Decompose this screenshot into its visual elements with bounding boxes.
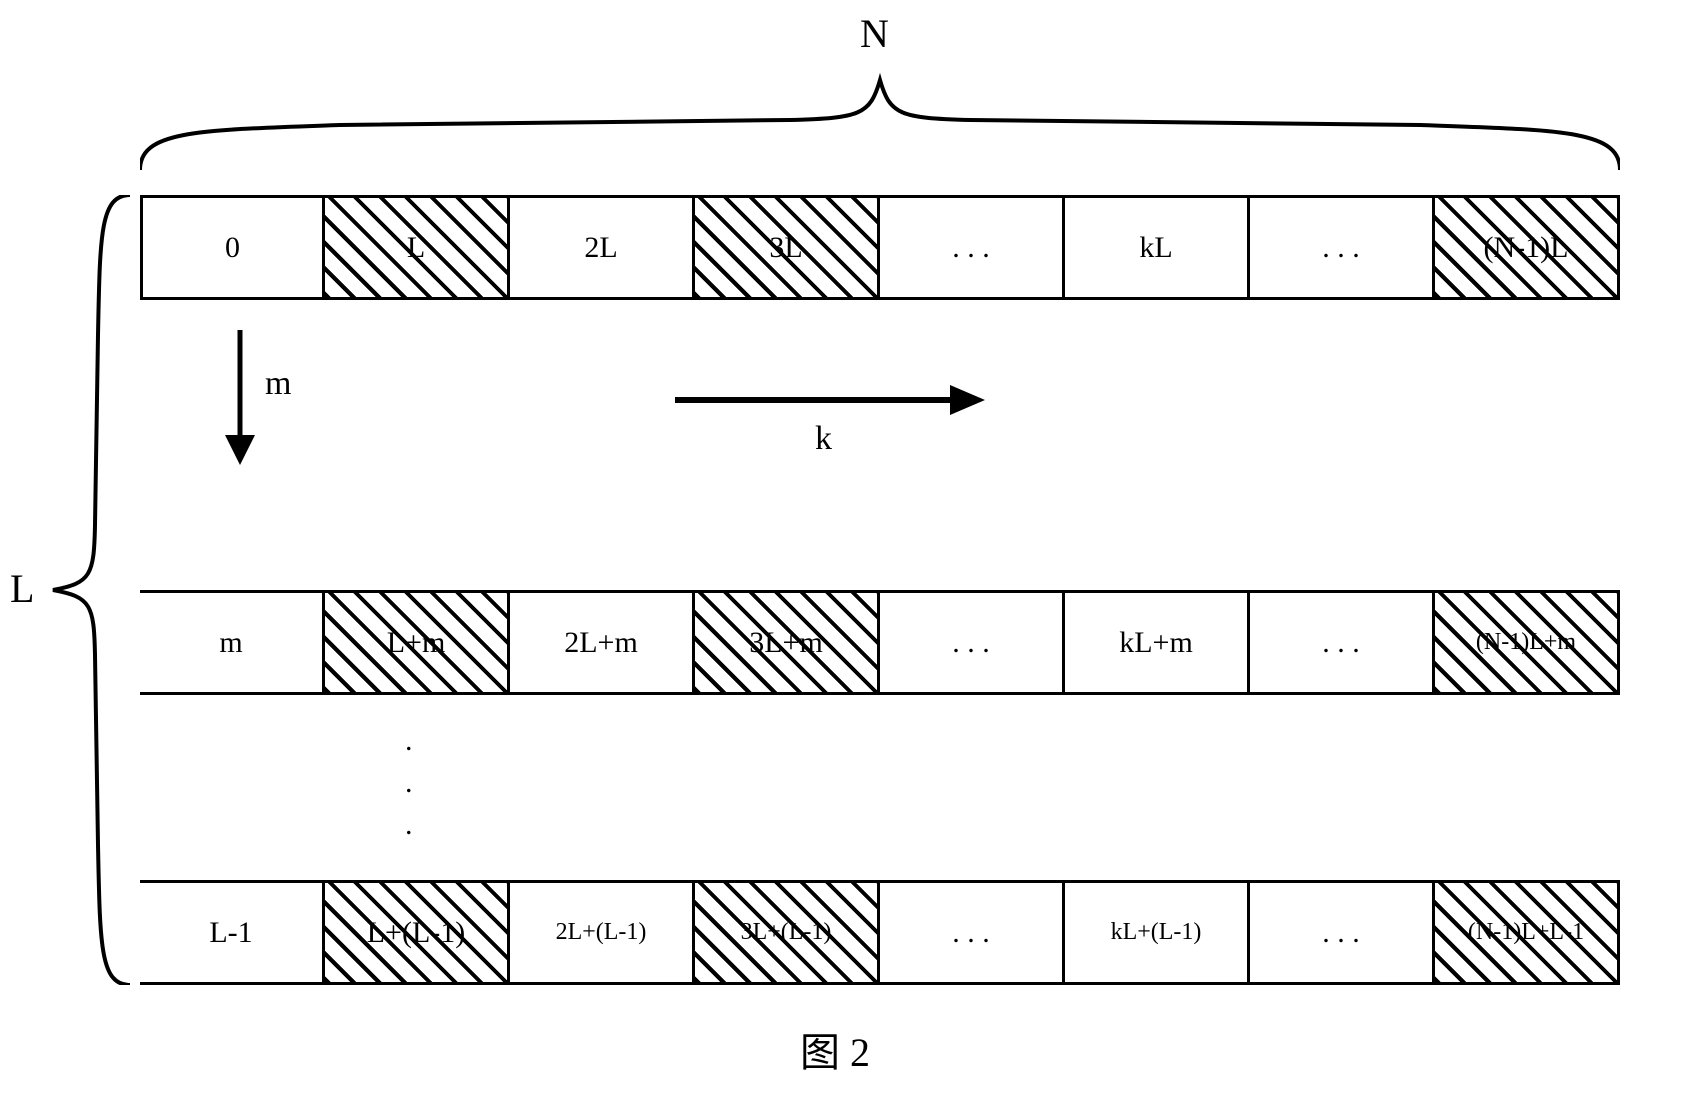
cell-row0-3: 3L	[695, 195, 880, 300]
cell-label: kL+(L-1)	[1111, 919, 1202, 945]
brace-top	[140, 70, 1620, 180]
cell-label: L-1	[209, 916, 252, 949]
cell-row_m-3: 3L+m	[695, 590, 880, 695]
cell-label: 2L+(L-1)	[556, 919, 647, 945]
cell-label: 2L+m	[564, 626, 638, 659]
cell-row_last-0: L-1	[140, 880, 325, 985]
cell-row_last-5: kL+(L-1)	[1065, 880, 1250, 985]
cell-row0-0: 0	[140, 195, 325, 300]
cell-row_last-3: 3L+(L-1)	[695, 880, 880, 985]
cell-label: kL+m	[1119, 626, 1193, 659]
cell-row_m-0: m	[140, 590, 325, 695]
figure-caption: 图 2	[800, 1020, 870, 1078]
cell-label: 0	[225, 231, 240, 264]
cell-label: . . .	[952, 626, 990, 659]
cell-row_m-4: . . .	[880, 590, 1065, 695]
cell-row0-4: . . .	[880, 195, 1065, 300]
cell-row_last-7: (N-1)L+L-1	[1435, 880, 1620, 985]
cell-label: (N-1)L	[1482, 231, 1571, 264]
cell-row_last-6: . . .	[1250, 880, 1435, 985]
cell-row0-6: . . .	[1250, 195, 1435, 300]
cell-row0-7: (N-1)L	[1435, 195, 1620, 300]
cell-label: . . .	[1322, 231, 1360, 264]
cell-label: L+(L-1)	[365, 916, 468, 949]
label-m: m	[265, 365, 291, 403]
cell-label: L	[405, 231, 427, 264]
cell-label: . . .	[952, 231, 990, 264]
cell-label: 3L+m	[747, 626, 825, 659]
diagram-canvas: N L 0 L 2L 3L . . . kL . . . (N-1)L m L+m 2L+m 3L+m…	[0, 0, 1692, 1100]
cell-label: . . .	[1322, 916, 1360, 949]
cell-row_last-2: 2L+(L-1)	[510, 880, 695, 985]
cell-row0-2: 2L	[510, 195, 695, 300]
cell-row_m-1: L+m	[325, 590, 510, 695]
label-k: k	[815, 420, 832, 458]
cell-row0-1: L	[325, 195, 510, 300]
cell-label: m	[219, 626, 242, 659]
label-N: N	[860, 10, 889, 57]
cell-row0-5: kL	[1065, 195, 1250, 300]
cell-label: (N-1)L+L-1	[1466, 919, 1586, 945]
cell-label: 3L+(L-1)	[739, 919, 834, 945]
cell-label: (N-1)L+m	[1474, 629, 1578, 655]
cell-label: kL	[1139, 231, 1172, 264]
cell-label: L+m	[385, 626, 448, 659]
cell-row_last-4: . . .	[880, 880, 1065, 985]
cell-row_m-7: (N-1)L+m	[1435, 590, 1620, 695]
cell-label: 3L	[767, 231, 804, 264]
brace-left	[45, 195, 135, 985]
arrow-m	[215, 320, 265, 470]
cell-row_m-6: . . .	[1250, 590, 1435, 695]
cell-row_m-2: 2L+m	[510, 590, 695, 695]
label-L: L	[10, 565, 34, 612]
vertical-ellipsis: ...	[405, 720, 413, 846]
cell-label: 2L	[584, 231, 617, 264]
cell-row_m-5: kL+m	[1065, 590, 1250, 695]
arrow-k	[665, 375, 995, 425]
cell-label: . . .	[1322, 626, 1360, 659]
cell-row_last-1: L+(L-1)	[325, 880, 510, 985]
cell-label: . . .	[952, 916, 990, 949]
